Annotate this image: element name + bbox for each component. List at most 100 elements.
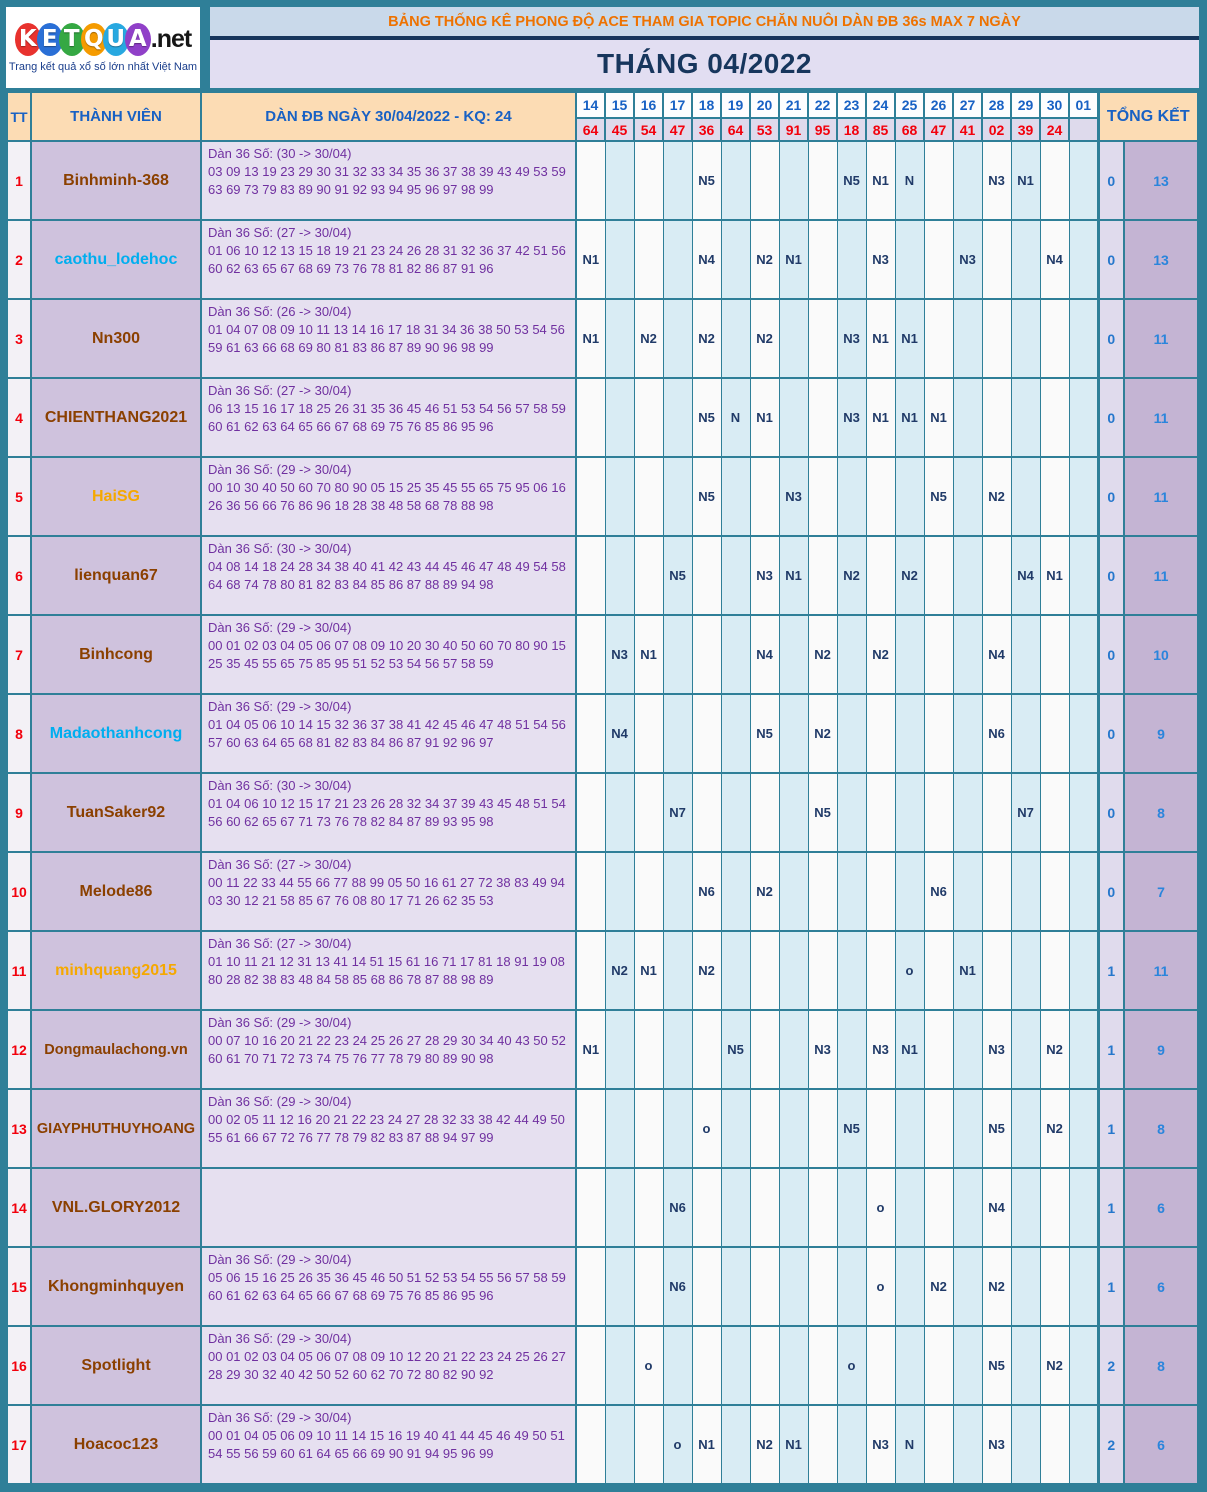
mark-cell-22: N2 — [807, 693, 838, 774]
mark-cell-23 — [836, 1404, 867, 1485]
mark-cell-24: o — [865, 1246, 896, 1327]
member-name[interactable]: minhquang2015 — [30, 930, 202, 1011]
table-row: 16 Spotlight Dàn 36 Số: (29 -> 30/04) 00… — [6, 1325, 1200, 1406]
tk-miss-count: 1 — [1096, 1009, 1125, 1090]
mark-cell-25 — [894, 1325, 925, 1406]
mark-cell-01 — [1068, 377, 1099, 458]
mark-cell-18: N5 — [691, 456, 722, 537]
mark-cell-27 — [952, 1088, 983, 1169]
date-col-22: 22 — [807, 91, 838, 119]
table-row: 13 GIAYPHUTHUYHOANG Dàn 36 Số: (29 -> 30… — [6, 1088, 1200, 1169]
member-name[interactable]: Hoacoc123 — [30, 1404, 202, 1485]
mark-cell-25: N1 — [894, 377, 925, 458]
member-name[interactable]: Dongmaulachong.vn — [30, 1009, 202, 1090]
tk-total: 8 — [1122, 1325, 1200, 1406]
date-col-30: 30 — [1039, 91, 1070, 119]
mark-cell-29 — [1010, 1167, 1041, 1248]
member-name[interactable]: GIAYPHUTHUYHOANG — [30, 1088, 202, 1169]
dan-title: Dàn 36 Số: (29 -> 30/04) — [208, 1094, 352, 1109]
mark-cell-14 — [575, 772, 606, 853]
date-col-20: 20 — [749, 91, 780, 119]
mark-cell-19 — [720, 614, 751, 695]
mark-cell-16 — [633, 851, 664, 932]
mark-cell-28 — [981, 298, 1012, 379]
member-name[interactable]: Madaothanhcong — [30, 693, 202, 774]
site-logo[interactable]: K E T Q U A .net Trang kết quả xổ số lớn nhất … — [6, 7, 200, 88]
date-col-29: 29 — [1010, 91, 1041, 119]
mark-cell-21 — [778, 1167, 809, 1248]
member-name[interactable]: caothu_lodehoc — [30, 219, 202, 300]
member-name[interactable]: Binhcong — [30, 614, 202, 695]
mark-cell-17 — [662, 219, 693, 300]
mark-cell-25 — [894, 693, 925, 774]
mark-cell-15 — [604, 1088, 635, 1169]
mark-cell-21 — [778, 930, 809, 1011]
dan-title: Dàn 36 Số: (30 -> 30/04) — [208, 778, 352, 793]
mark-cell-30 — [1039, 693, 1070, 774]
mark-cell-19 — [720, 298, 751, 379]
row-rank: 9 — [6, 772, 32, 853]
member-name[interactable]: Melode86 — [30, 851, 202, 932]
row-rank: 6 — [6, 535, 32, 616]
mark-cell-01 — [1068, 456, 1099, 537]
tk-total: 7 — [1122, 851, 1200, 932]
kq-value-22: 95 — [807, 117, 838, 142]
mark-cell-30 — [1039, 1404, 1070, 1485]
mark-cell-22 — [807, 1246, 838, 1327]
col-header-dan: DÀN ĐB NGÀY 30/04/2022 - KQ: 24 — [200, 91, 577, 142]
mark-cell-24 — [865, 1325, 896, 1406]
logo-letters: K E T Q U A .net — [14, 22, 192, 56]
date-col-01: 01 — [1068, 91, 1099, 119]
mark-cell-18 — [691, 1167, 722, 1248]
mark-cell-17: N6 — [662, 1246, 693, 1327]
stats-table: TT THÀNH VIÊN DÀN ĐB NGÀY 30/04/2022 - K… — [6, 91, 1200, 1485]
mark-cell-18: N2 — [691, 930, 722, 1011]
mark-cell-17 — [662, 298, 693, 379]
mark-cell-29 — [1010, 298, 1041, 379]
mark-cell-26: N2 — [923, 1246, 954, 1327]
row-rank: 8 — [6, 693, 32, 774]
dan-numbers: 01 04 07 08 09 10 11 13 14 16 17 18 31 3… — [208, 321, 565, 355]
rows-container: 1 Binhminh-368 Dàn 36 Số: (30 -> 30/04) … — [6, 140, 1200, 1485]
member-name[interactable]: VNL.GLORY2012 — [30, 1167, 202, 1248]
member-name[interactable]: TuanSaker92 — [30, 772, 202, 853]
mark-cell-01 — [1068, 614, 1099, 695]
mark-cell-22 — [807, 851, 838, 932]
mark-cell-27 — [952, 693, 983, 774]
member-name[interactable]: Nn300 — [30, 298, 202, 379]
mark-cell-15 — [604, 456, 635, 537]
tk-miss-count: 1 — [1096, 1088, 1125, 1169]
member-name[interactable]: CHIENTHANG2021 — [30, 377, 202, 458]
member-name[interactable]: lienquan67 — [30, 535, 202, 616]
member-name[interactable]: HaiSG — [30, 456, 202, 537]
kq-value-18: 36 — [691, 117, 722, 142]
mark-cell-24 — [865, 693, 896, 774]
row-rank: 1 — [6, 140, 32, 221]
date-col-21: 21 — [778, 91, 809, 119]
mark-cell-28: N4 — [981, 1167, 1012, 1248]
mark-cell-20 — [749, 1167, 780, 1248]
mark-cell-29 — [1010, 219, 1041, 300]
table-row: 4 CHIENTHANG2021 Dàn 36 Số: (27 -> 30/04… — [6, 377, 1200, 458]
mark-cell-26 — [923, 1404, 954, 1485]
mark-cell-27 — [952, 1404, 983, 1485]
mark-cell-15: N2 — [604, 930, 635, 1011]
tk-miss-count: 1 — [1096, 1246, 1125, 1327]
mark-cell-24: o — [865, 1167, 896, 1248]
member-name[interactable]: Binhminh-368 — [30, 140, 202, 221]
mark-cell-22 — [807, 1325, 838, 1406]
mark-cell-25 — [894, 1246, 925, 1327]
member-name[interactable]: Spotlight — [30, 1325, 202, 1406]
mark-cell-21 — [778, 1325, 809, 1406]
col-header-tongket: TỔNG KẾT — [1096, 91, 1200, 142]
mark-cell-28: N3 — [981, 1404, 1012, 1485]
dan-title: Dàn 36 Số: (30 -> 30/04) — [208, 146, 352, 161]
mark-cell-26: N6 — [923, 851, 954, 932]
member-name[interactable]: Khongminhquyen — [30, 1246, 202, 1327]
mark-cell-30 — [1039, 930, 1070, 1011]
mark-cell-01 — [1068, 140, 1099, 221]
mark-cell-16 — [633, 535, 664, 616]
table-row: 2 caothu_lodehoc Dàn 36 Số: (27 -> 30/04… — [6, 219, 1200, 300]
mark-cell-23 — [836, 456, 867, 537]
